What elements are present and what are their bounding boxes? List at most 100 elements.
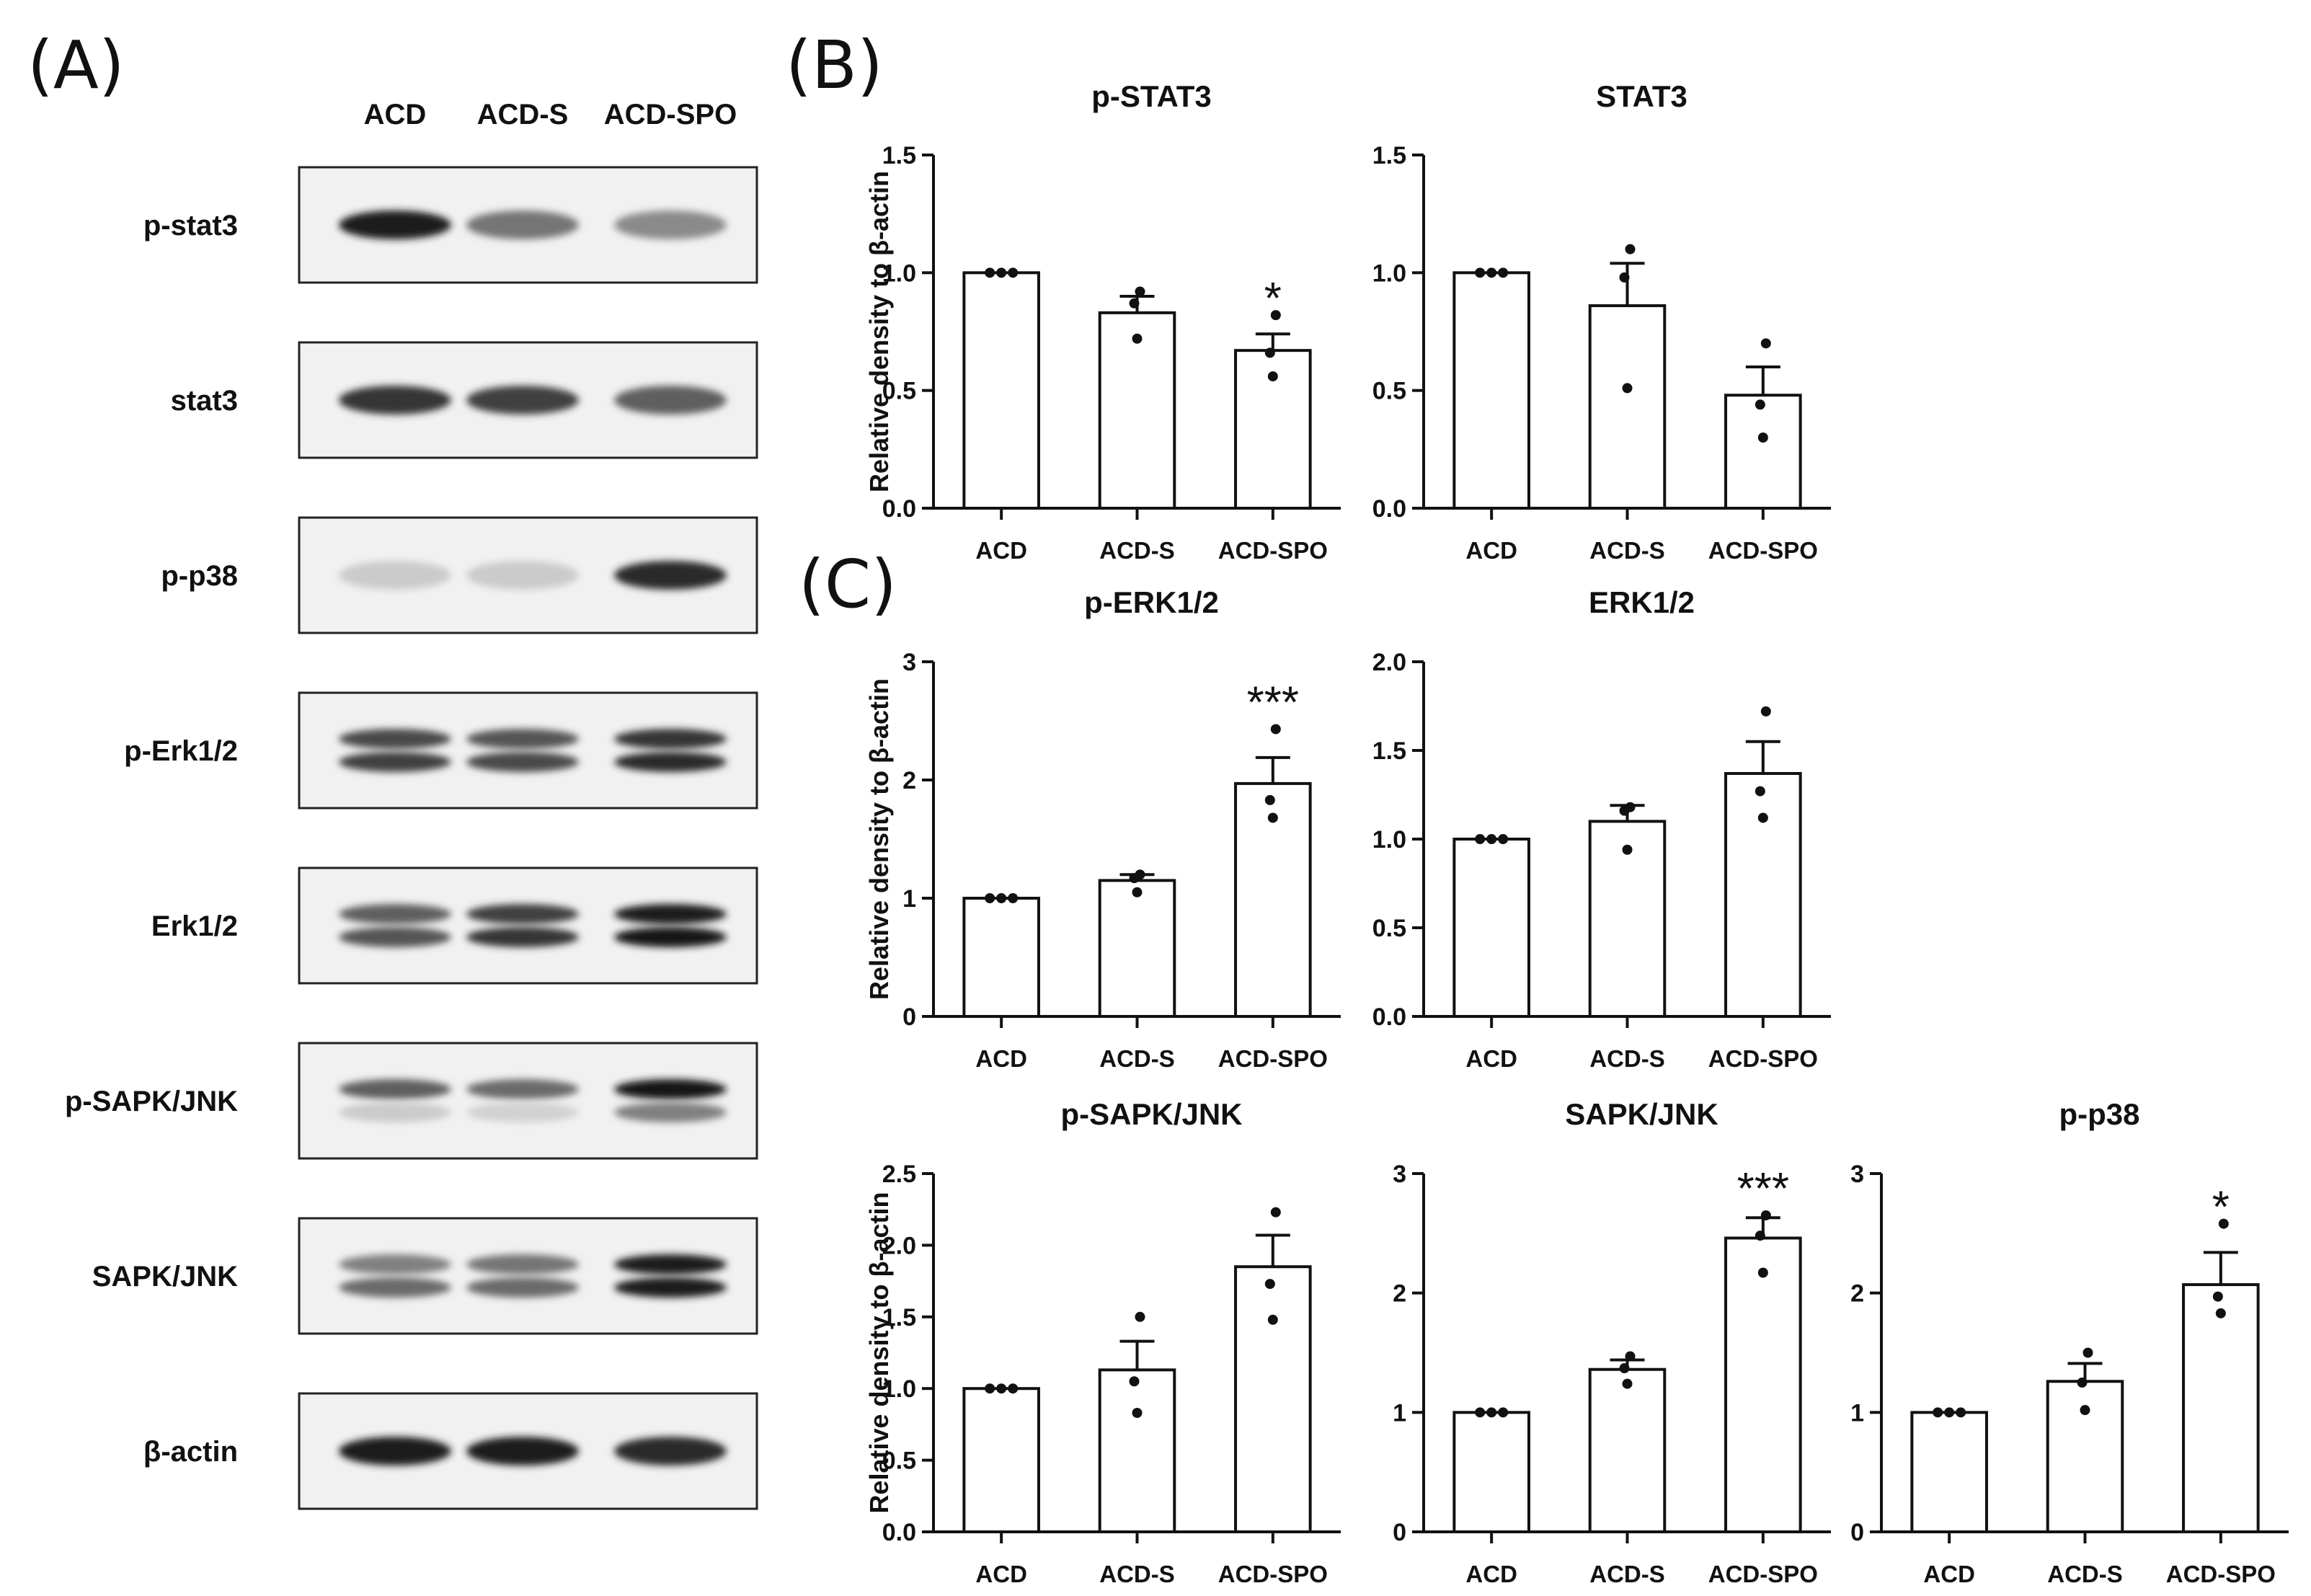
blot-band <box>339 1102 451 1122</box>
bar <box>962 1387 1040 1533</box>
blot-band <box>339 927 451 947</box>
blot-row-label: SAPK/JNK <box>92 1261 238 1293</box>
data-point <box>1132 333 1143 344</box>
blot-band <box>614 210 727 239</box>
x-tick-label: ACD-SPO <box>1218 1045 1328 1072</box>
data-point <box>1129 873 1140 884</box>
data-point <box>1619 1363 1630 1374</box>
blot-band <box>339 1277 451 1298</box>
y-tick-label: 0.0 <box>1372 1003 1406 1031</box>
blot-row: β-actin <box>143 1392 758 1510</box>
y-tick-label: 1.0 <box>882 260 916 287</box>
x-tick-label: ACD-SPO <box>1708 537 1818 564</box>
x-tick-label: ACD-SPO <box>1218 537 1328 564</box>
bar <box>1452 271 1530 510</box>
bar <box>1588 1367 1667 1534</box>
data-point <box>985 1383 995 1394</box>
blot-band <box>339 1437 451 1466</box>
blot-row: stat3 <box>171 341 758 459</box>
blot-band <box>339 729 451 749</box>
x-tick-label: ACD-SPO <box>1218 1561 1328 1587</box>
bar <box>2182 1283 2260 1533</box>
significance-marker: *** <box>1737 1164 1789 1214</box>
y-tick-label: 0.5 <box>882 378 916 405</box>
panel-label-a: (A) <box>27 27 125 104</box>
y-tick-label: 1.0 <box>882 1375 916 1403</box>
blot-band <box>466 1079 579 1099</box>
x-tick-label: ACD <box>1465 1561 1517 1587</box>
data-point <box>1132 887 1143 897</box>
data-point <box>985 267 995 278</box>
data-point <box>2080 1405 2090 1416</box>
data-point <box>985 893 995 903</box>
y-tick-label: 3 <box>1393 1161 1406 1188</box>
blot-band <box>466 210 579 239</box>
x-tick-label: ACD-S <box>1099 537 1175 564</box>
blot-row-label: p-stat3 <box>143 210 238 241</box>
y-tick-label: 0.5 <box>1372 915 1406 942</box>
chart-title: ERK1/2 <box>1589 585 1695 619</box>
blot-band <box>614 904 727 924</box>
data-point <box>1498 834 1509 844</box>
y-tick-label: 1 <box>902 885 916 913</box>
blot-band <box>614 1079 727 1099</box>
blot-band <box>466 904 579 924</box>
bar-chart: STAT3 0.0 0.5 1.0 1.5 ACD ACD-S ACD-SPO <box>1372 79 1831 564</box>
blot-membrane <box>298 1217 758 1335</box>
bar-chart: p-p38 0 1 2 3 ACD ACD-S ACD-SPO * <box>1850 1097 2289 1587</box>
x-tick-label: ACD-SPO <box>2166 1561 2276 1587</box>
data-point <box>1498 1407 1509 1418</box>
y-tick-label: 1 <box>1850 1399 1864 1427</box>
blot-band <box>466 1254 579 1274</box>
bar <box>1452 838 1530 1018</box>
blot-band <box>614 729 727 749</box>
blot-membrane <box>298 691 758 810</box>
data-point <box>1135 286 1145 297</box>
x-tick-label: ACD-S <box>2047 1561 2123 1587</box>
blot-row: p-Erk1/2 <box>124 691 758 810</box>
data-point <box>1008 1383 1019 1394</box>
blot-band <box>466 1437 579 1466</box>
data-point <box>1755 1231 1765 1241</box>
significance-marker: * <box>2212 1183 2230 1233</box>
data-point <box>1619 272 1630 283</box>
blot-lane-label: ACD-S <box>477 99 569 130</box>
bar <box>1910 1411 1988 1534</box>
data-point <box>1008 267 1019 278</box>
bar-chart: SAPK/JNK 0 1 2 3 ACD ACD-S ACD-SPO *** <box>1393 1097 1831 1587</box>
bar <box>1588 304 1667 510</box>
data-point <box>2077 1377 2088 1388</box>
blot-band <box>614 561 727 590</box>
blot-band <box>614 752 727 772</box>
bar <box>1098 879 1176 1019</box>
bar-chart: p-SAPK/JNK Relative density to β-actin 0.0… <box>864 1097 1341 1587</box>
x-tick-label: ACD-SPO <box>1708 1561 1818 1587</box>
blot-band <box>339 1079 451 1099</box>
blot-row: p-SAPK/JNK <box>65 1042 758 1160</box>
panel-label-c: (C) <box>799 546 897 623</box>
y-tick-label: 0 <box>1850 1519 1864 1546</box>
bar-chart: p-ERK1/2 Relative density to β-actin 0 1 2 3 A… <box>864 585 1341 1072</box>
significance-marker: * <box>1264 274 1282 324</box>
y-axis-label: Relative density to β-actin <box>864 678 894 1000</box>
data-point <box>1486 1407 1497 1418</box>
y-tick-label: 1.0 <box>1372 826 1406 854</box>
blot-band <box>614 386 727 414</box>
x-tick-label: ACD-S <box>1589 537 1665 564</box>
data-point <box>1757 1267 1768 1278</box>
y-tick-label: 2 <box>902 767 916 794</box>
data-point <box>1757 812 1768 823</box>
data-point <box>1622 383 1633 394</box>
blot-row-label: p-Erk1/2 <box>124 735 238 767</box>
data-point <box>1755 786 1765 797</box>
data-point <box>1933 1407 1943 1418</box>
y-tick-label: 3 <box>902 649 916 676</box>
data-point <box>1760 1210 1771 1220</box>
y-tick-label: 0.0 <box>1372 495 1406 523</box>
data-point <box>1760 338 1771 349</box>
x-tick-label: ACD-S <box>1099 1045 1175 1072</box>
x-tick-label: ACD-S <box>1589 1045 1665 1072</box>
x-tick-label: ACD-S <box>1589 1561 1665 1587</box>
blot-band <box>339 1254 451 1274</box>
blot-band <box>614 1102 727 1122</box>
